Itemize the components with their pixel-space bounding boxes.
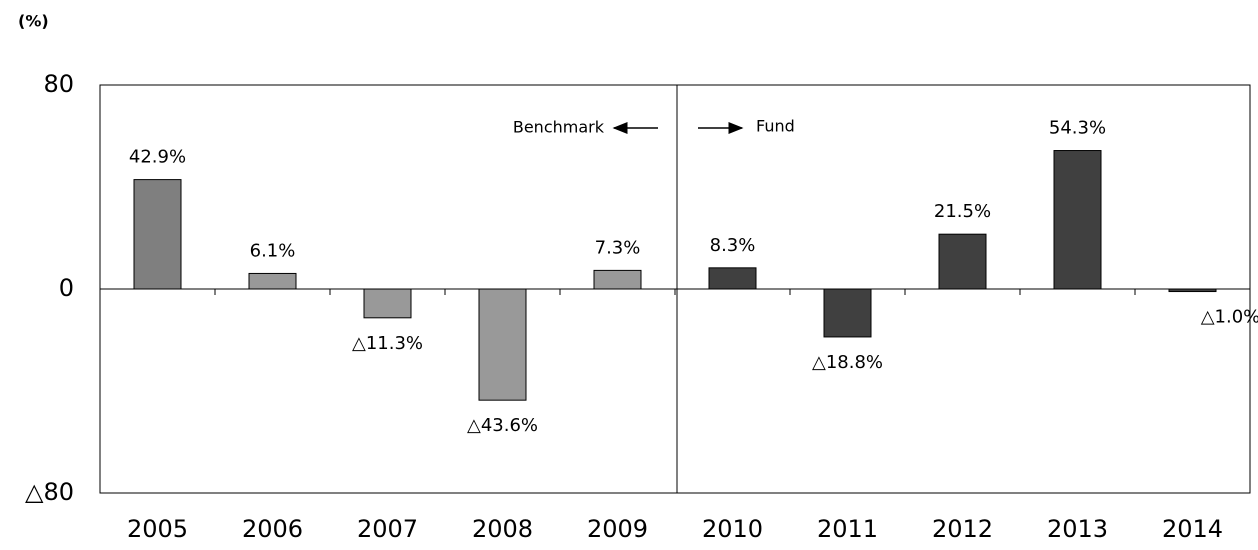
x-tick-label: 2011 — [817, 515, 878, 543]
x-tick-label: 2013 — [1047, 515, 1108, 543]
x-tick-label: 2009 — [587, 515, 648, 543]
value-label: △11.3% — [352, 333, 423, 354]
value-label: 54.3% — [1049, 118, 1106, 139]
value-label: 42.9% — [129, 147, 186, 168]
bar — [1053, 150, 1102, 290]
y-tick-label: 80 — [43, 70, 74, 98]
value-label: △18.8% — [812, 352, 883, 373]
y-tick-label: 0 — [59, 274, 74, 302]
y-tick-label: △80 — [25, 478, 74, 506]
x-tick-label: 2006 — [242, 515, 303, 543]
value-label: △43.6% — [467, 415, 538, 436]
bar — [708, 267, 757, 290]
x-tick-label: 2007 — [357, 515, 418, 543]
annotation: Benchmark — [513, 118, 605, 137]
bar — [363, 288, 412, 319]
bar — [938, 233, 987, 290]
value-label: 7.3% — [595, 237, 641, 258]
x-tick-label: 2010 — [702, 515, 763, 543]
bar — [478, 288, 527, 401]
bar — [133, 179, 182, 290]
bar — [248, 272, 297, 290]
value-label: △1.0% — [1201, 307, 1258, 328]
annotation: Fund — [756, 117, 795, 136]
bar — [1168, 288, 1217, 293]
x-tick-label: 2014 — [1162, 515, 1223, 543]
bar — [593, 269, 642, 290]
x-tick-label: 2005 — [127, 515, 188, 543]
x-tick-label: 2012 — [932, 515, 993, 543]
y-axis-label: (%) — [18, 12, 49, 31]
bar — [823, 288, 872, 338]
x-tick-label: 2008 — [472, 515, 533, 543]
value-label: 6.1% — [250, 240, 296, 261]
value-label: 21.5% — [934, 201, 991, 222]
value-label: 8.3% — [710, 235, 756, 256]
